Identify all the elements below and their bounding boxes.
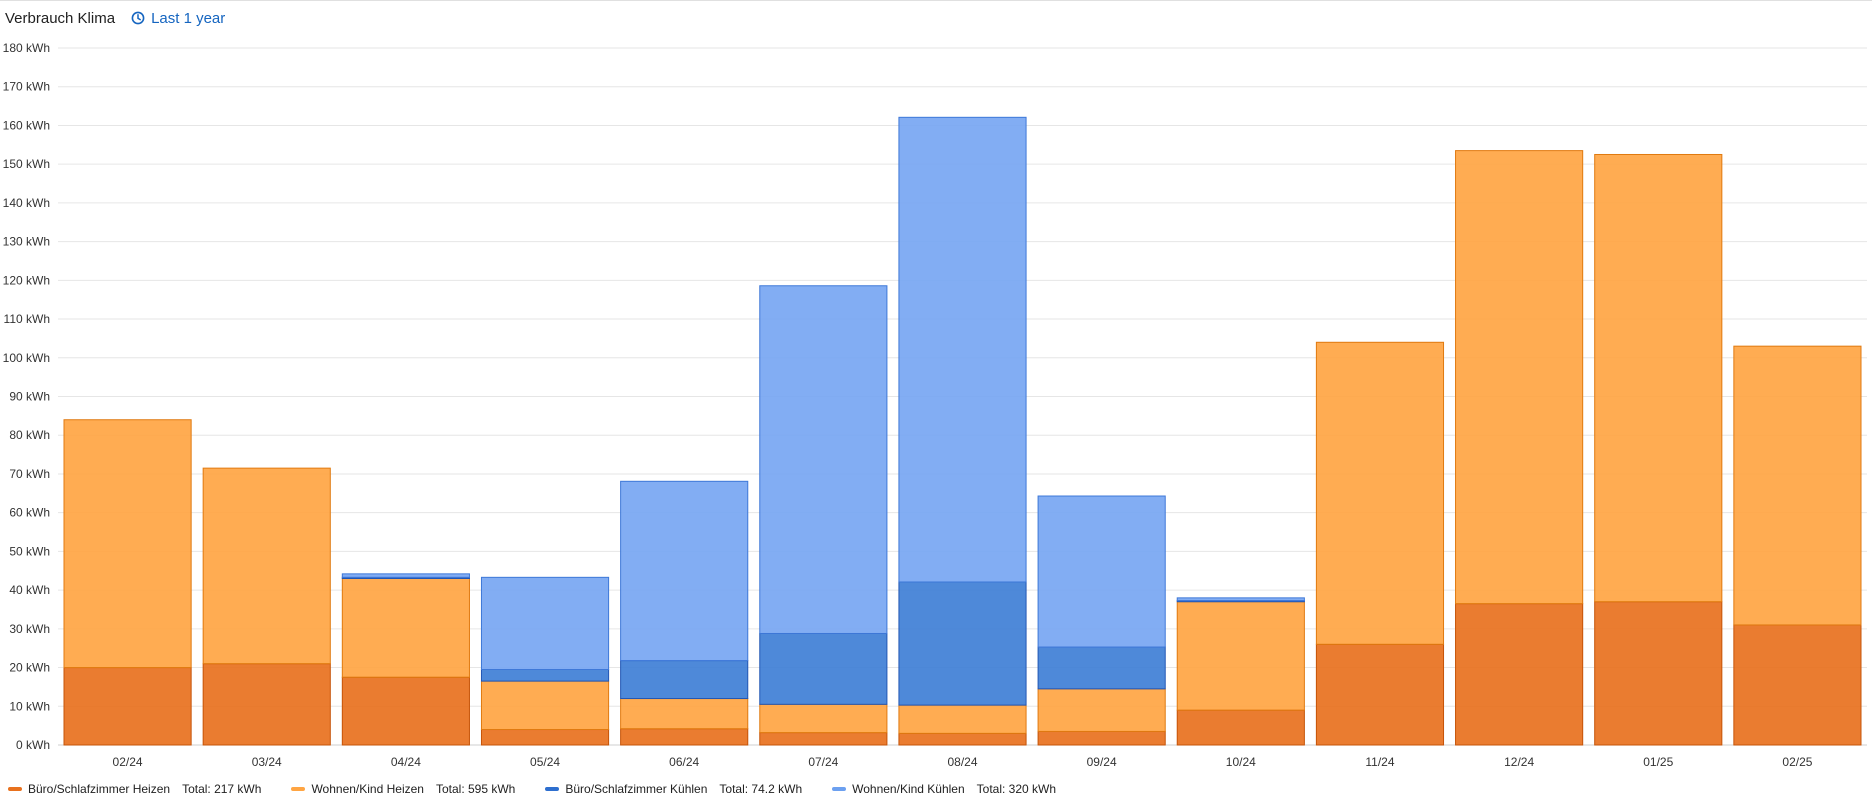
- bar-segment: [898, 116, 1027, 583]
- x-tick-label: 09/24: [1087, 755, 1117, 769]
- x-tick-label: 12/24: [1504, 755, 1534, 769]
- top-divider: [0, 0, 1872, 1]
- bar-segment: [620, 728, 749, 746]
- bar-segment: [1037, 730, 1166, 746]
- y-tick-label: 10 kWh: [9, 699, 50, 713]
- bar-segment: [1037, 688, 1166, 732]
- y-tick-label: 70 kWh: [9, 467, 50, 481]
- bar-segment: [620, 480, 749, 662]
- bar-segment: [63, 667, 192, 746]
- bar-segment: [1455, 603, 1584, 746]
- legend-total: Total: 217 kWh: [182, 782, 262, 796]
- y-tick-label: 150 kWh: [3, 157, 50, 171]
- bar-segment: [480, 729, 610, 746]
- legend-total: Total: 320 kWh: [976, 782, 1057, 796]
- bar-segment: [1455, 150, 1584, 605]
- y-tick-label: 50 kWh: [9, 544, 50, 558]
- bar-segment: [1733, 345, 1862, 626]
- bar-segment: [1594, 601, 1723, 746]
- x-tick-label: 05/24: [530, 755, 560, 769]
- y-tick-label: 130 kWh: [3, 235, 50, 249]
- legend-total: Total: 595 kWh: [435, 782, 516, 796]
- legend-item-wohnen-kuehlen[interactable]: Wohnen/Kind Kühlen Total: 320 kWh: [832, 782, 1056, 796]
- y-tick-label: 40 kWh: [9, 583, 50, 597]
- legend-item-buero-heizen[interactable]: Büro/Schlafzimmer Heizen Total: 217 kWh: [8, 782, 261, 796]
- chart-title: Verbrauch Klima: [5, 9, 116, 27]
- bar-segment: [480, 680, 610, 731]
- bar-segment: [202, 663, 331, 746]
- bar-segment: [1176, 709, 1305, 746]
- bar-segment: [1733, 624, 1862, 746]
- y-tick-label: 0 kWh: [16, 738, 50, 752]
- x-tick-label: 02/24: [113, 755, 143, 769]
- legend-item-wohnen-heizen[interactable]: Wohnen/Kind Heizen Total: 595 kWh: [291, 782, 515, 796]
- y-tick-label: 80 kWh: [9, 428, 50, 442]
- clock-icon: [131, 11, 145, 25]
- y-tick-label: 100 kWh: [3, 351, 50, 365]
- x-tick-label: 04/24: [391, 755, 421, 769]
- y-tick-label: 20 kWh: [9, 661, 50, 675]
- y-tick-label: 170 kWh: [3, 80, 50, 94]
- y-tick-label: 140 kWh: [3, 196, 50, 210]
- legend-swatch: [545, 787, 560, 791]
- bar-segment: [1037, 495, 1166, 648]
- bar-segment: [341, 573, 470, 578]
- bar-segment: [759, 632, 888, 705]
- bar-chart: 0 kWh 10 kWh 20 kWh 30 kWh 40 kWh 50 kWh 60 kW…: [3, 41, 1867, 769]
- legend-total: Total: 74.2 kWh: [719, 782, 803, 796]
- bar-segment: [620, 660, 749, 700]
- bar-segment: [1176, 597, 1305, 602]
- legend-label: Büro/Schlafzimmer Kühlen: [565, 782, 708, 796]
- y-tick-label: 90 kWh: [9, 390, 50, 404]
- y-tick-label: 30 kWh: [9, 622, 50, 636]
- y-tick-label: 60 kWh: [9, 506, 50, 520]
- y-tick-label: 110 kWh: [4, 312, 50, 326]
- legend-swatch: [8, 787, 22, 791]
- bar-segment: [898, 732, 1027, 746]
- bar-segment: [898, 581, 1027, 706]
- period-label: Last 1 year: [151, 9, 226, 27]
- x-tick-label: 11/24: [1365, 755, 1394, 769]
- x-tick-label: 03/24: [252, 755, 282, 769]
- chart-legend: Büro/Schlafzimmer Heizen Total: 217 kWh …: [8, 782, 1056, 796]
- bar-segment: [1176, 601, 1305, 711]
- bar-segment: [759, 732, 888, 746]
- bar-segment: [341, 577, 470, 678]
- legend-swatch: [291, 787, 306, 791]
- bar-segment: [898, 704, 1027, 734]
- bar-segment: [759, 285, 888, 634]
- bar-segment: [480, 576, 610, 670]
- period-selector[interactable]: Last 1 year: [131, 10, 225, 27]
- bar-segment: [480, 668, 610, 682]
- legend-swatch: [832, 787, 847, 791]
- chart-header: Verbrauch Klima Last 1 year: [5, 7, 225, 29]
- y-tick-label: 120 kWh: [3, 273, 50, 287]
- x-tick-label: 10/24: [1226, 755, 1256, 769]
- x-tick-label: 01/25: [1643, 755, 1673, 769]
- legend-label: Wohnen/Kind Kühlen: [852, 782, 965, 796]
- bar-segment: [1315, 643, 1445, 746]
- legend-label: Büro/Schlafzimmer Heizen: [28, 782, 171, 796]
- legend-item-buero-kuehlen[interactable]: Büro/Schlafzimmer Kühlen Total: 74.2 kWh: [545, 782, 802, 796]
- bar-segment: [1037, 646, 1166, 690]
- bar-segment: [202, 467, 331, 665]
- bar-segment: [620, 698, 749, 730]
- x-tick-label: 02/25: [1782, 755, 1812, 769]
- y-tick-label: 160 kWh: [3, 118, 50, 132]
- x-tick-label: 06/24: [669, 755, 699, 769]
- y-tick-label: 180 kWh: [3, 41, 50, 55]
- bar-segment: [63, 419, 192, 669]
- bar-segment: [759, 703, 888, 734]
- legend-label: Wohnen/Kind Heizen: [311, 782, 424, 796]
- x-tick-label: 07/24: [808, 755, 838, 769]
- x-tick-label: 08/24: [947, 755, 977, 769]
- bar-segment: [1315, 341, 1445, 645]
- bar-segment: [1594, 153, 1723, 603]
- bar-segment: [341, 676, 470, 746]
